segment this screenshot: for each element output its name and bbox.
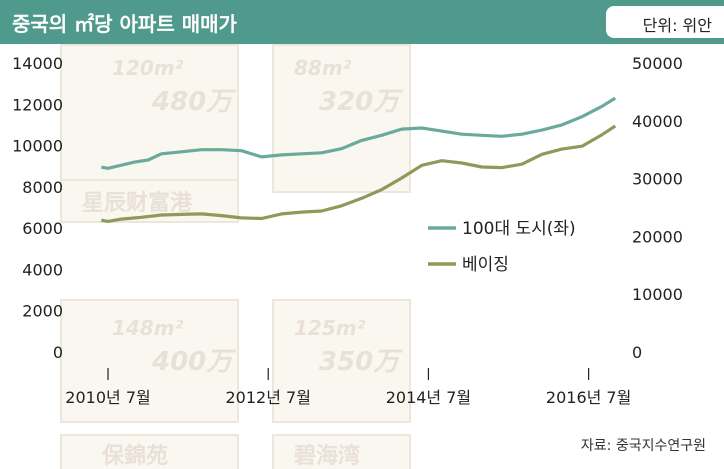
unit-box	[606, 6, 724, 38]
right-tick-label: 10000	[632, 285, 683, 304]
series-line-100-cities	[101, 96, 617, 170]
left-tick-label: 6000	[22, 219, 63, 238]
x-tick-label: 2010년 7월	[65, 388, 150, 407]
background-ad: 88m² 320万	[272, 44, 411, 193]
right-tick-label: 20000	[632, 227, 683, 246]
background-text: 保錦苑	[102, 444, 169, 469]
chart-title: 중국의 ㎡당 아파트 매매가	[12, 12, 237, 36]
background-text: 350万	[319, 347, 400, 377]
legend-label: 베이징	[462, 255, 509, 275]
legend-label: 100대 도시(좌)	[462, 219, 576, 239]
background-ad: 碧海湾	[272, 434, 411, 469]
background-text: 480万	[152, 87, 233, 117]
left-tick-label: 2000	[22, 302, 63, 321]
series-group	[101, 96, 617, 223]
left-tick-label: 12000	[12, 95, 63, 114]
x-tick-label: 2012년 7월	[226, 388, 311, 407]
left-tick-label: 10000	[12, 137, 63, 156]
title-bar: 중국의 ㎡당 아파트 매매가 단위: 위안	[0, 0, 724, 44]
background-text: 120m²	[112, 56, 184, 80]
background-text: 400万	[152, 347, 233, 377]
background-text: 148m²	[112, 316, 184, 340]
left-tick-label: 4000	[22, 260, 63, 279]
x-tick-label: 2014년 7월	[386, 388, 471, 407]
x-tick-label: 2016년 7월	[546, 388, 631, 407]
right-tick-label: 40000	[632, 112, 683, 131]
background-ad: 148m² 400万	[60, 299, 239, 423]
background-text: 碧海湾	[294, 444, 361, 469]
series-line-beijing	[101, 124, 617, 223]
background-text: 320万	[319, 87, 400, 117]
background-ad: 保錦苑	[60, 434, 239, 469]
background-photo: 120m² 480万 88m² 320万 星辰财富港 148m² 400万 12…	[0, 44, 724, 469]
left-tick-label: 8000	[22, 178, 63, 197]
legend: 100대 도시(좌) 베이징	[428, 219, 576, 275]
background-ad: 125m² 350万	[272, 299, 411, 423]
background-text: 星辰财富港	[82, 191, 193, 216]
unit-label: 단위: 위안	[642, 16, 712, 35]
right-tick-label: 30000	[632, 170, 683, 189]
right-tick-label: 50000	[632, 54, 683, 73]
x-axis: 2010년 7월 2012년 7월 2014년 7월 2016년 7월	[65, 368, 631, 407]
right-axis: 0 10000 20000 30000 40000 50000	[632, 54, 683, 362]
left-tick-label: 14000	[12, 54, 63, 73]
background-text: 125m²	[294, 316, 366, 340]
left-axis: 0 2000 4000 6000 8000 10000 12000 14000	[12, 54, 63, 362]
background-ad: 120m² 480万	[60, 44, 239, 193]
background-text: 88m²	[294, 56, 352, 80]
right-tick-label: 0	[632, 343, 642, 362]
left-tick-label: 0	[53, 343, 63, 362]
source-note: 자료: 중국지수연구원	[580, 438, 706, 454]
